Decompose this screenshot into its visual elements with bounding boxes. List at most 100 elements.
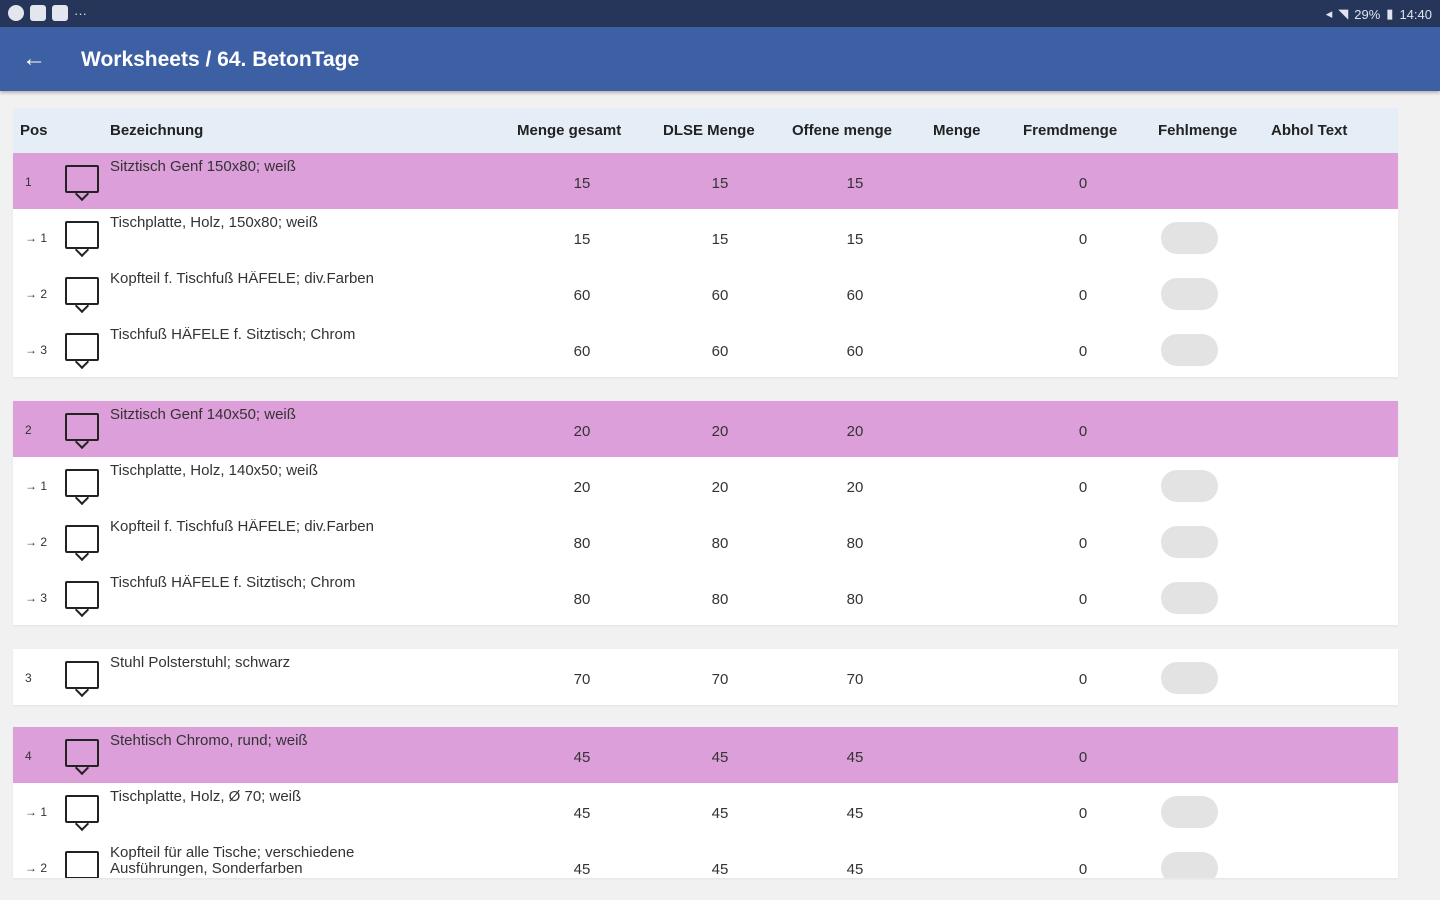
description-cell: Tischplatte, Holz, Ø 70; weiß: [110, 789, 302, 805]
app-icon: [8, 5, 24, 21]
table-row[interactable]: → 1 Tischplatte, Holz, 140x50; weiß 20 2…: [13, 457, 1398, 513]
pos-cell: → 3: [25, 591, 48, 605]
item-group: 3 Stuhl Polsterstuhl; schwarz 70 70 70 0: [13, 649, 1398, 705]
description-cell: Kopfteil f. Tischfuß HÄFELE; div.Farben: [110, 271, 374, 287]
fehlmenge-toggle[interactable]: [1161, 526, 1218, 558]
comment-icon[interactable]: [65, 277, 99, 305]
status-bar: ··· ◂ ◥ 29% ▮ 14:40: [0, 0, 1440, 27]
col-offene-menge: Offene menge: [792, 122, 893, 139]
col-abhol-text: Abhol Text: [1271, 122, 1348, 139]
note-icon: [52, 5, 68, 21]
col-fehlmenge: Fehlmenge: [1158, 122, 1238, 139]
table-row[interactable]: → 3 Tischfuß HÄFELE f. Sitztisch; Chrom …: [13, 569, 1398, 625]
dlse-menge-cell: 80: [711, 535, 729, 552]
fremdmenge-cell: 0: [1078, 479, 1088, 496]
offene-menge-cell: 15: [846, 231, 864, 248]
table-header: Pos Bezeichnung Menge gesamt DLSE Menge …: [13, 108, 1398, 153]
menge-gesamt-cell: 15: [573, 231, 591, 248]
page-title: Worksheets / 64. BetonTage: [81, 48, 360, 71]
pos-cell: → 1: [25, 479, 48, 493]
description-cell: Kopfteil f. Tischfuß HÄFELE; div.Farben: [110, 519, 374, 535]
comment-icon[interactable]: [65, 221, 99, 249]
offene-menge-cell: 45: [846, 861, 864, 878]
comment-icon[interactable]: [65, 581, 99, 609]
fehlmenge-toggle[interactable]: [1161, 222, 1218, 254]
offene-menge-cell: 20: [846, 423, 864, 440]
dlse-menge-cell: 15: [711, 175, 729, 192]
col-bezeichnung: Bezeichnung: [110, 122, 204, 139]
parent-row[interactable]: 4 Stehtisch Chromo, rund; weiß 45 45 45 …: [13, 727, 1398, 783]
table-row[interactable]: → 2 Kopfteil f. Tischfuß HÄFELE; div.Far…: [13, 513, 1398, 569]
menge-gesamt-cell: 45: [573, 861, 591, 878]
offene-menge-cell: 60: [846, 343, 864, 360]
description-cell: Stehtisch Chromo, rund; weiß: [110, 733, 308, 749]
description-cell: Sitztisch Genf 140x50; weiß: [110, 407, 296, 423]
app-bar: ← Worksheets / 64. BetonTage: [0, 27, 1440, 91]
table-row[interactable]: → 2 Kopfteil f. Tischfuß HÄFELE; div.Far…: [13, 265, 1398, 321]
menge-gesamt-cell: 15: [573, 175, 591, 192]
dlse-menge-cell: 45: [711, 749, 729, 766]
dlse-menge-cell: 70: [711, 671, 729, 688]
menge-gesamt-cell: 20: [573, 479, 591, 496]
fremdmenge-cell: 0: [1078, 231, 1088, 248]
comment-icon[interactable]: [65, 795, 99, 823]
battery-icon: ▮: [1386, 6, 1394, 21]
dlse-menge-cell: 15: [711, 231, 729, 248]
menge-gesamt-cell: 80: [573, 535, 591, 552]
col-pos: Pos: [20, 122, 48, 139]
fremdmenge-cell: 0: [1078, 749, 1088, 766]
comment-icon[interactable]: [65, 165, 99, 193]
fehlmenge-toggle[interactable]: [1161, 582, 1218, 614]
pos-cell: → 1: [25, 231, 48, 245]
parent-row[interactable]: 1 Sitztisch Genf 150x80; weiß 15 15 15 0: [13, 153, 1398, 209]
mute-icon: ◂: [1325, 6, 1333, 21]
comment-icon[interactable]: [65, 851, 99, 878]
menge-gesamt-cell: 45: [573, 749, 591, 766]
menge-gesamt-cell: 45: [573, 805, 591, 822]
fehlmenge-toggle[interactable]: [1161, 470, 1218, 502]
description-cell: Tischfuß HÄFELE f. Sitztisch; Chrom: [110, 327, 356, 343]
menge-gesamt-cell: 60: [573, 287, 591, 304]
offene-menge-cell: 70: [846, 671, 864, 688]
col-fremdmenge: Fremdmenge: [1023, 122, 1118, 139]
parent-row[interactable]: 2 Sitztisch Genf 140x50; weiß 20 20 20 0: [13, 401, 1398, 457]
fremdmenge-cell: 0: [1078, 671, 1088, 688]
pos-cell: → 2: [25, 287, 48, 301]
description-cell: Tischfuß HÄFELE f. Sitztisch; Chrom: [110, 575, 356, 591]
fehlmenge-toggle[interactable]: [1161, 334, 1218, 366]
fremdmenge-cell: 0: [1078, 861, 1088, 878]
table-row[interactable]: → 1 Tischplatte, Holz, 150x80; weiß 15 1…: [13, 209, 1398, 265]
menge-gesamt-cell: 60: [573, 343, 591, 360]
back-arrow-icon[interactable]: ←: [22, 45, 46, 72]
fehlmenge-toggle[interactable]: [1161, 278, 1218, 310]
fremdmenge-cell: 0: [1078, 175, 1088, 192]
comment-icon[interactable]: [65, 661, 99, 689]
description-cell: Kopfteil für alle Tische; verschiedene A…: [110, 845, 355, 877]
fehlmenge-toggle[interactable]: [1161, 852, 1218, 878]
pos-cell: 1: [25, 175, 32, 189]
description-cell: Stuhl Polsterstuhl; schwarz: [110, 655, 291, 671]
table-row[interactable]: 3 Stuhl Polsterstuhl; schwarz 70 70 70 0: [13, 649, 1398, 705]
comment-icon[interactable]: [65, 333, 99, 361]
comment-icon[interactable]: [65, 469, 99, 497]
offene-menge-cell: 45: [846, 805, 864, 822]
dlse-menge-cell: 45: [711, 805, 729, 822]
fremdmenge-cell: 0: [1078, 423, 1088, 440]
fremdmenge-cell: 0: [1078, 805, 1088, 822]
pos-cell: → 1: [25, 805, 48, 819]
description-cell: Tischplatte, Holz, 140x50; weiß: [110, 463, 318, 479]
offene-menge-cell: 20: [846, 479, 864, 496]
dlse-menge-cell: 45: [711, 861, 729, 878]
table-row[interactable]: → 2 Kopfteil für alle Tische; verschiede…: [13, 839, 1398, 878]
table-row[interactable]: → 3 Tischfuß HÄFELE f. Sitztisch; Chrom …: [13, 321, 1398, 377]
comment-icon[interactable]: [65, 413, 99, 441]
fehlmenge-toggle[interactable]: [1161, 796, 1218, 828]
wifi-icon: ◥: [1338, 6, 1349, 21]
table-row[interactable]: → 1 Tischplatte, Holz, Ø 70; weiß 45 45 …: [13, 783, 1398, 839]
comment-icon[interactable]: [65, 525, 99, 553]
fehlmenge-toggle[interactable]: [1161, 662, 1218, 694]
fremdmenge-cell: 0: [1078, 343, 1088, 360]
fremdmenge-cell: 0: [1078, 591, 1088, 608]
comment-icon[interactable]: [65, 739, 99, 767]
pos-cell: 2: [25, 423, 32, 437]
